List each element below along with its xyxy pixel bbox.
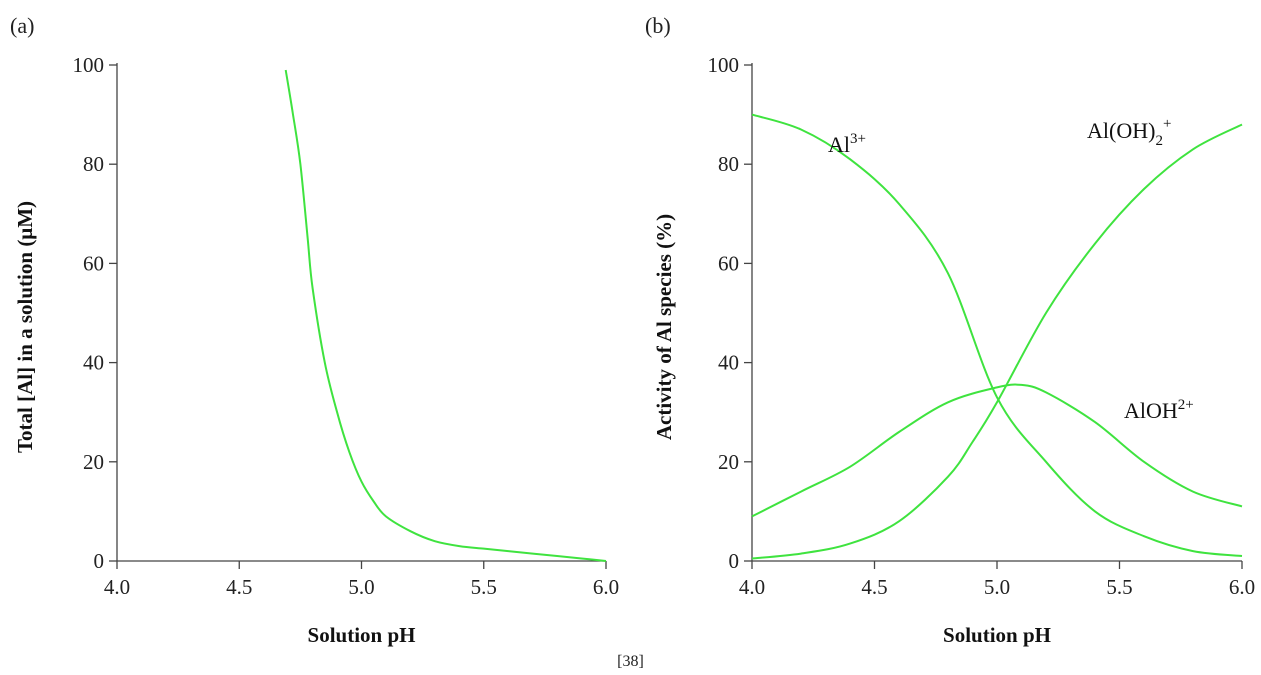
y-axis-title: Activity of Al species (%) (652, 214, 676, 440)
y-tick-label: 80 (718, 152, 739, 176)
y-tick-label: 100 (73, 53, 105, 77)
x-tick-label: 6.0 (593, 575, 619, 599)
x-tick-label: 5.0 (984, 575, 1010, 599)
x-tick-label: 4.5 (861, 575, 887, 599)
panel-label: (b) (645, 13, 671, 38)
y-tick-label: 60 (718, 251, 739, 275)
x-tick-label: 5.5 (1106, 575, 1132, 599)
citation-label: [38] (617, 653, 644, 670)
x-tick-label: 4.0 (739, 575, 765, 599)
x-tick-label: 6.0 (1229, 575, 1255, 599)
series-line-aloh2- (751, 383, 1243, 518)
x-tick-label: 4.5 (226, 575, 252, 599)
x-tick-label: 5.5 (471, 575, 497, 599)
y-axis-title: Total [Al] in a solution (μM) (13, 201, 37, 453)
series-label: Al3+ (828, 131, 866, 157)
y-tick-label: 20 (718, 450, 739, 474)
y-tick-label: 0 (94, 549, 105, 573)
series-line-al3- (751, 113, 1243, 557)
y-tick-label: 20 (83, 450, 104, 474)
series-label: AlOH2+ (1124, 397, 1194, 423)
x-tick-label: 4.0 (104, 575, 130, 599)
y-tick-label: 40 (718, 351, 739, 375)
y-tick-label: 80 (83, 152, 104, 176)
series-label: Al(OH)2+ (1087, 116, 1171, 149)
y-tick-label: 100 (708, 53, 740, 77)
y-tick-label: 60 (83, 251, 104, 275)
x-tick-label: 5.0 (348, 575, 374, 599)
chart-panel-a: (a) 0 20 40 60 80 100 4.0 4.5 5.0 5.5 6.0 Solution p… (10, 13, 619, 647)
x-axis-title: Solution pH (308, 623, 416, 647)
series-line-al-oh-2- (751, 123, 1243, 560)
chart-panel-b: (b) 0 20 40 60 80 100 4.0 4.5 5.0 5.5 6.0 Solution p… (645, 13, 1255, 647)
x-axis-title: Solution pH (943, 623, 1051, 647)
panel-label: (a) (10, 13, 34, 38)
y-tick-label: 40 (83, 351, 104, 375)
series-line-total-al (284, 69, 607, 562)
y-tick-label: 0 (729, 549, 740, 573)
